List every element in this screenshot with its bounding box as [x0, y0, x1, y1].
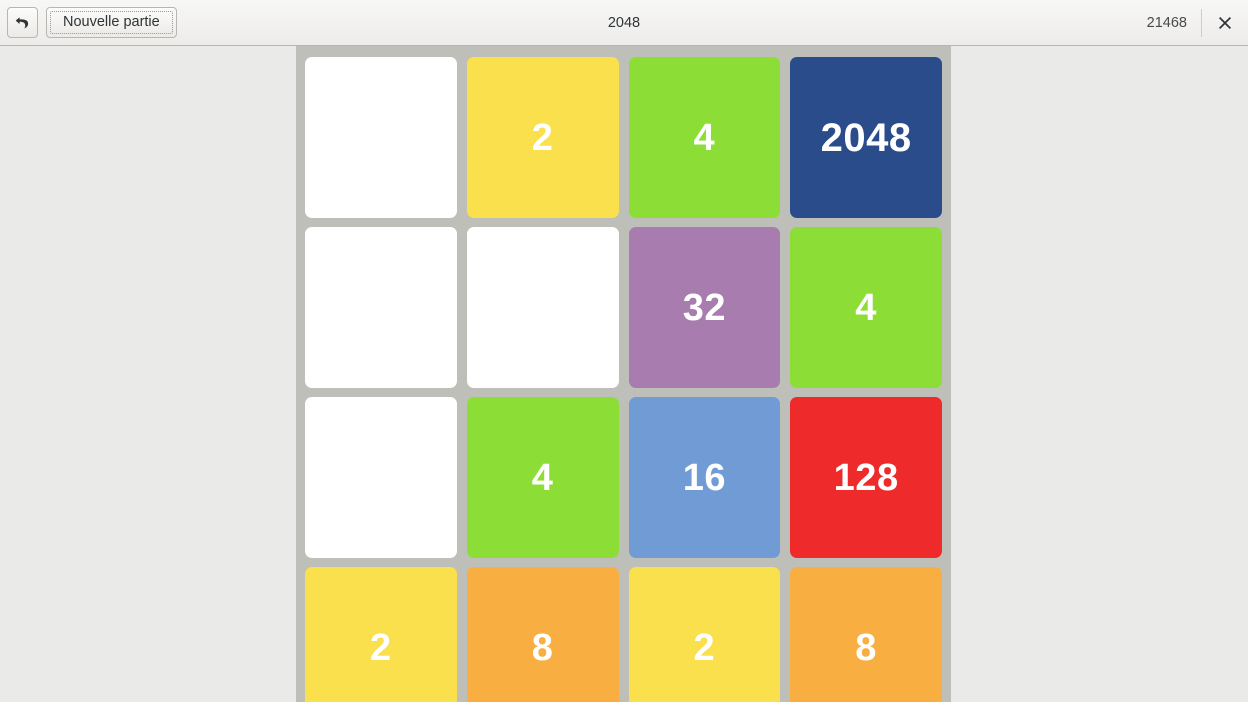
tile-2048-r1-c4: 2048 [790, 57, 942, 218]
tile-2-r1-c2: 2 [466, 57, 619, 218]
tile-2-r4-c1: 2 [305, 567, 457, 702]
tile-value: 8 [855, 626, 877, 669]
tile-value: 2 [531, 116, 554, 159]
tile-empty-r1-c1 [305, 57, 457, 218]
tile-value: 4 [693, 116, 716, 159]
tile-empty-r2-c1 [305, 227, 457, 388]
tile-value: 4 [531, 456, 554, 499]
score-value: 21468 [1146, 14, 1187, 31]
new-game-button[interactable]: Nouvelle partie [46, 7, 177, 38]
tile-value: 128 [833, 456, 899, 499]
tile-value: 2048 [820, 115, 912, 160]
tile-value: 16 [682, 456, 727, 499]
header-right-controls: 21468 [1147, 0, 1248, 46]
tile-empty-r2-c2 [466, 227, 619, 388]
tile-8-r4-c2: 8 [466, 567, 619, 702]
window-title: 2048 [607, 14, 641, 31]
header-left-controls: Nouvelle partie [0, 7, 177, 38]
tile-grid: 2 4 2048 32 4 4 16 128 2 8 2 8 [305, 57, 942, 702]
tile-4-r1-c3: 4 [628, 57, 781, 218]
game-area: 2 4 2048 32 4 4 16 128 2 8 2 8 [0, 46, 1248, 702]
tile-16-r3-c3: 16 [628, 397, 781, 558]
tile-value: 2 [370, 626, 392, 669]
tile-8-r4-c4: 8 [790, 567, 942, 702]
header-separator [1201, 8, 1202, 37]
close-button[interactable] [1202, 0, 1248, 46]
tile-2-r4-c3: 2 [628, 567, 781, 702]
tile-4-r3-c2: 4 [466, 397, 619, 558]
tile-value: 4 [855, 286, 877, 329]
tile-value: 32 [682, 286, 727, 329]
tile-empty-r3-c1 [305, 397, 457, 558]
undo-button[interactable] [7, 7, 38, 38]
game-board[interactable]: 2 4 2048 32 4 4 16 128 2 8 2 8 [296, 46, 951, 702]
tile-32-r2-c3: 32 [628, 227, 781, 388]
close-icon [1218, 16, 1232, 30]
undo-arrow-icon [14, 15, 31, 30]
new-game-label: Nouvelle partie [63, 14, 160, 31]
tile-value: 8 [531, 626, 554, 669]
tile-128-r3-c4: 128 [790, 397, 942, 558]
tile-value: 2 [693, 626, 716, 669]
header-bar: Nouvelle partie 2048 21468 [0, 0, 1248, 46]
tile-4-r2-c4: 4 [790, 227, 942, 388]
